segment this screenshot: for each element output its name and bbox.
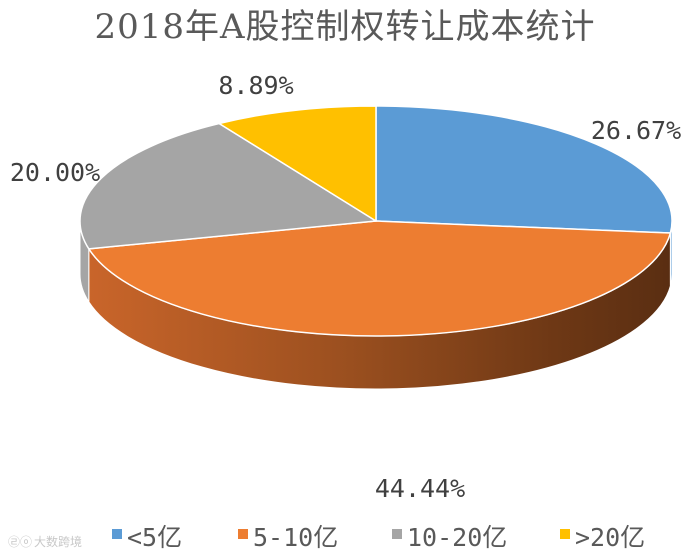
legend-item-gt-20: >20亿: [560, 523, 645, 552]
legend-label-5-10: 5-10亿: [253, 523, 338, 552]
pie-slice-gt-20: [218, 105, 377, 222]
legend-swatch-gt-20: [560, 529, 570, 539]
legend-item-10-20: 10-20亿: [392, 523, 507, 552]
data-label-gt-20: 8.89%: [218, 71, 293, 100]
watermark: ㉣ⓞ 大数跨境: [8, 534, 82, 549]
pie-top-layer: [79, 105, 673, 337]
legend-item-5-10: 5-10亿: [238, 523, 338, 552]
legend-swatch-5-10: [238, 529, 248, 539]
data-label-lt-5: 26.67%: [591, 116, 681, 145]
data-label-5-10: 44.44%: [375, 474, 465, 503]
legend: <5亿 5-10亿 10-20亿 >20亿: [112, 523, 645, 552]
legend-label-10-20: 10-20亿: [407, 523, 507, 552]
legend-swatch-10-20: [392, 529, 402, 539]
data-label-10-20: 20.00%: [10, 158, 100, 187]
pie-slice-lt-5: [375, 105, 673, 234]
watermark-text: 大数跨境: [34, 534, 82, 549]
legend-item-lt-5: <5亿: [112, 523, 182, 552]
data-label-layer: 26.67% 44.44% 20.00% 8.89%: [10, 71, 681, 503]
chart-title: 2018年A股控制权转让成本统计: [94, 7, 595, 47]
legend-label-lt-5: <5亿: [127, 523, 182, 552]
pie-slice-10-20: [79, 122, 377, 250]
watermark-logo-icon: ㉣ⓞ: [8, 535, 32, 549]
legend-label-gt-20: >20亿: [575, 523, 645, 552]
legend-swatch-lt-5: [112, 529, 122, 539]
pie-slice-5-10: [88, 220, 672, 337]
